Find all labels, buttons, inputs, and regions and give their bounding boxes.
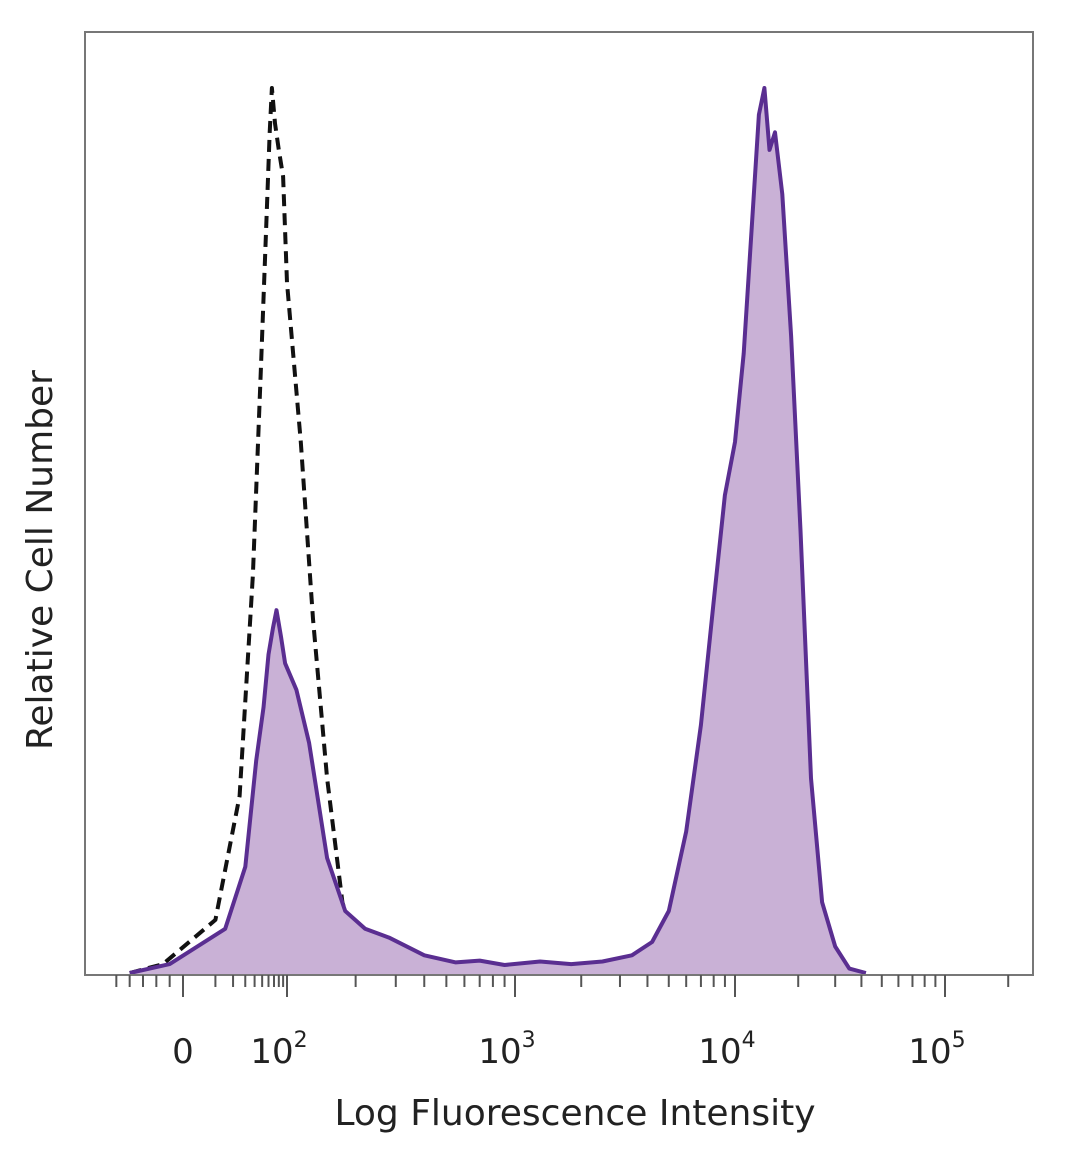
x-axis-ticks (115, 975, 1010, 997)
series-1-fill (129, 88, 866, 975)
x-axis-tick-labels: 0 102 103 104 105 (172, 1028, 965, 1072)
x-tick-label: 102 (250, 1028, 307, 1072)
x-tick-label: 104 (698, 1028, 755, 1072)
series-1-line (129, 86, 867, 975)
x-axis-label: Log Fluorescence Intensity (334, 1093, 815, 1134)
x-tick-label: 103 (478, 1028, 535, 1072)
x-tick-label: 105 (908, 1028, 965, 1072)
y-axis-label: Relative Cell Number (20, 370, 61, 750)
x-tick-label: 0 (172, 1032, 194, 1072)
plot-frame (84, 31, 1034, 976)
plot-area (129, 86, 867, 975)
